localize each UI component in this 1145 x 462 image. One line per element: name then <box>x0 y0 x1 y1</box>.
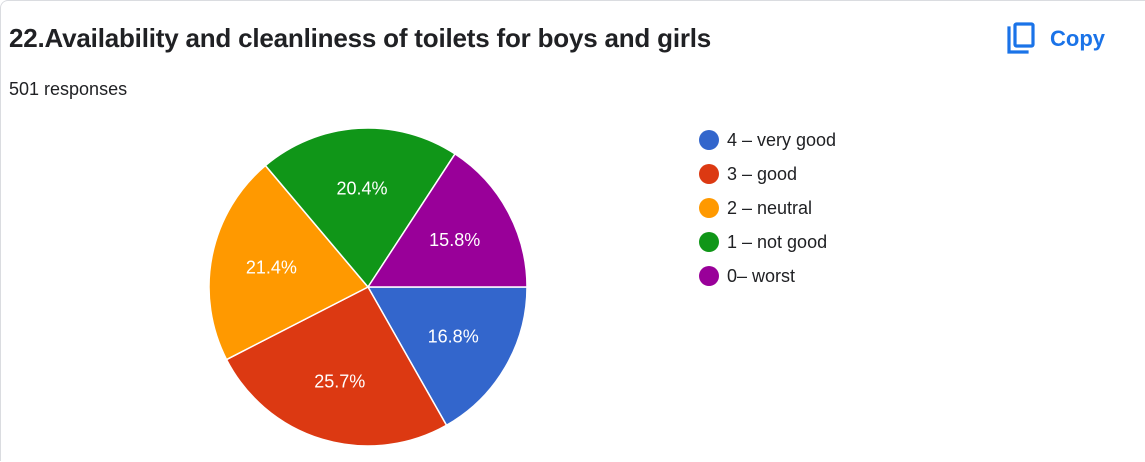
slice-label-neutral: 21.4% <box>246 258 297 278</box>
copy-label: Copy <box>1050 26 1105 51</box>
copy-icon <box>1007 22 1035 54</box>
legend-swatch <box>699 232 719 252</box>
legend-label: 3 – good <box>727 163 798 184</box>
pie-slice-worst[interactable] <box>366 152 528 288</box>
legend-label: 2 – neutral <box>727 197 813 218</box>
legend-label: 1 – not good <box>727 231 828 252</box>
legend-item-neutral[interactable]: 2 – neutral <box>699 191 836 225</box>
response-count: 501 responses <box>9 79 128 99</box>
pie-slice-good[interactable] <box>225 286 448 447</box>
legend-swatch <box>699 198 719 218</box>
legend-item-very-good[interactable]: 4 – very good <box>699 123 836 157</box>
pie-slice-very-good[interactable] <box>366 286 528 427</box>
slice-label-very-good: 16.8% <box>428 327 479 347</box>
pie-slice-not-good[interactable] <box>264 127 457 289</box>
legend-swatch <box>699 130 719 150</box>
legend-swatch <box>699 164 719 184</box>
legend-swatch <box>699 266 719 286</box>
legend-label: 4 – very good <box>727 129 837 150</box>
copy-button[interactable]: Copy <box>1006 21 1105 57</box>
slice-label-worst: 15.8% <box>429 230 480 250</box>
legend-label: 0– worst <box>727 265 796 286</box>
legend-item-worst[interactable]: 0– worst <box>699 259 836 293</box>
legend-item-not-good[interactable]: 1 – not good <box>699 225 836 259</box>
slice-label-good: 25.7% <box>314 371 365 391</box>
chart-legend: 4 – very good 3 – good 2 – neutral 1 – not … <box>699 123 836 293</box>
legend-item-good[interactable]: 3 – good <box>699 157 836 191</box>
slice-label-not-good: 20.4% <box>336 179 387 199</box>
pie-slice-neutral[interactable] <box>208 164 370 361</box>
question-title: 22.Availability and cleanliness of toile… <box>9 23 712 53</box>
